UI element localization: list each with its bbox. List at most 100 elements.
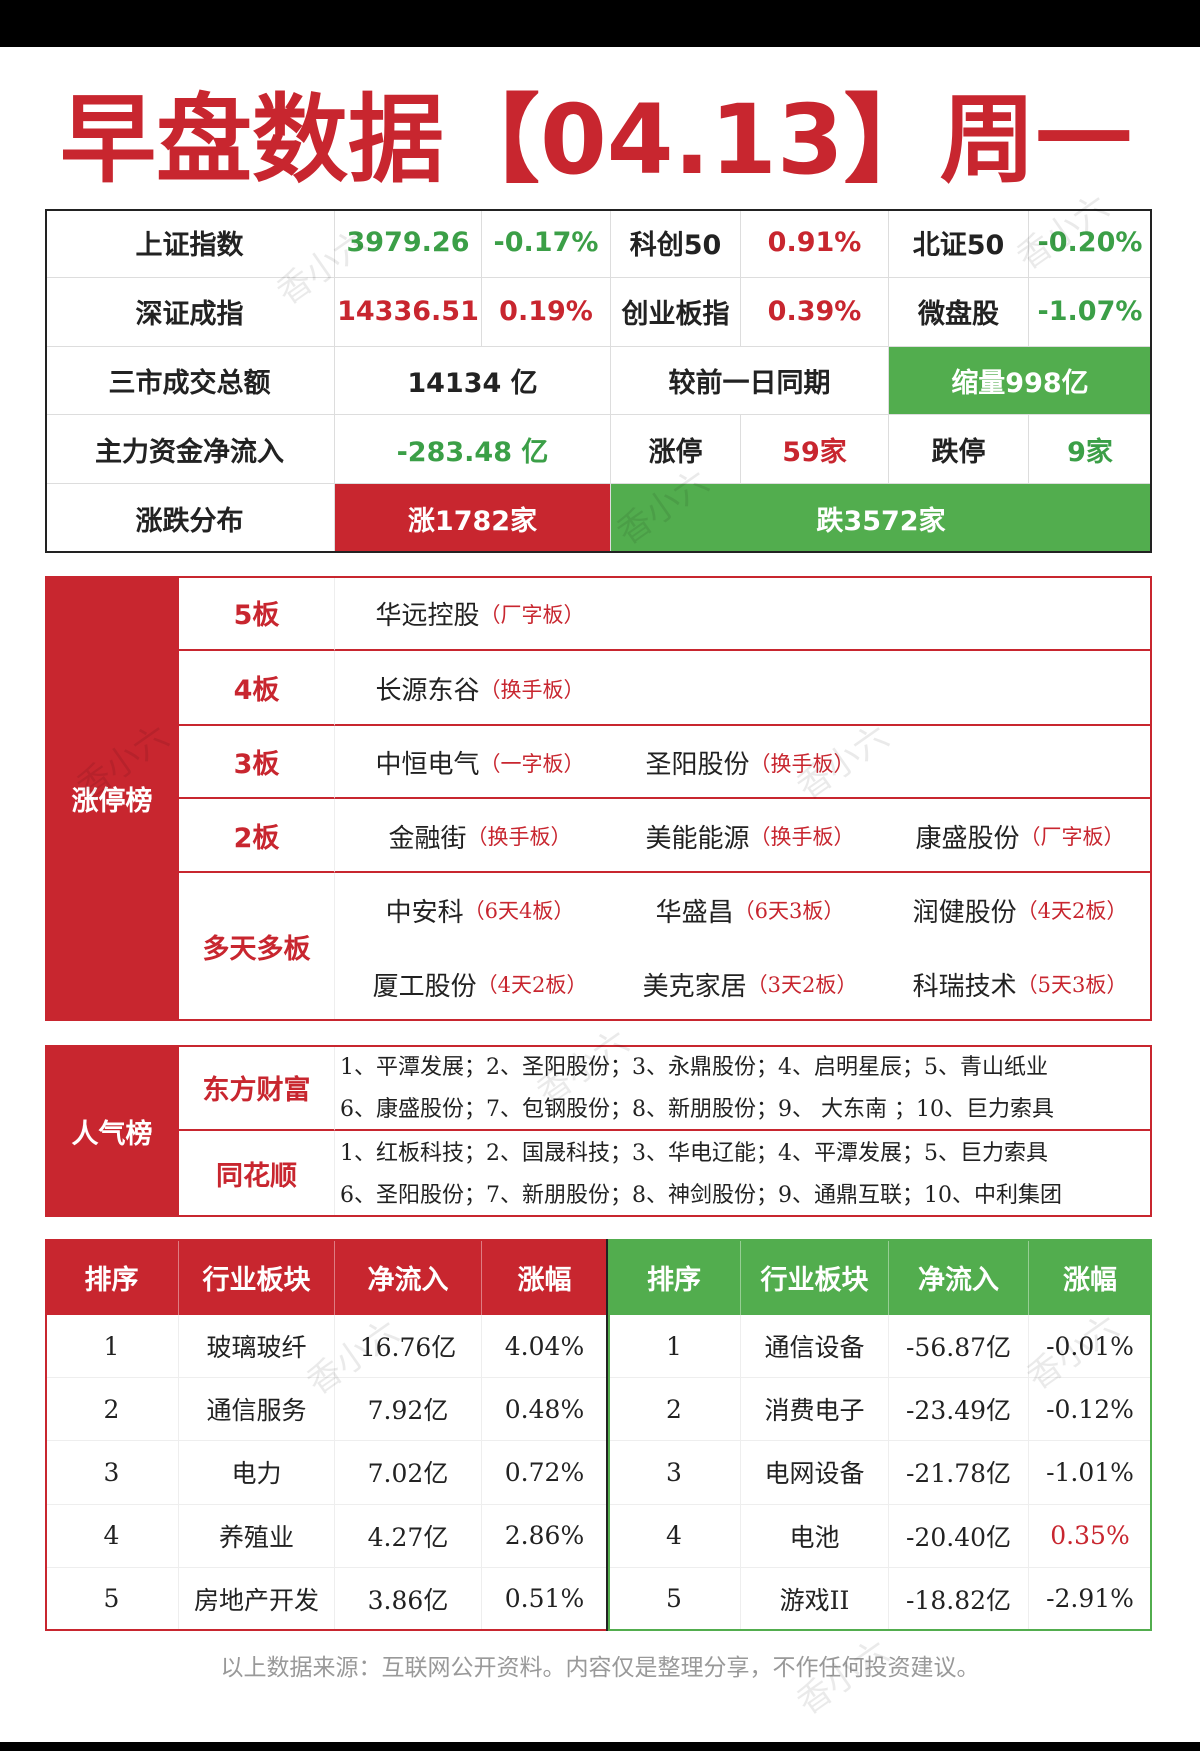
stock-name: 厦工股份 [372,971,477,1002]
market-cell: 微盘股 [889,277,1029,347]
limit-stock: 科瑞技术 （5天3板） [885,947,1155,1021]
sector-cell: 7.92亿 [335,1378,482,1442]
market-cell: 科创50 [611,209,741,278]
bottom-bar [0,1742,1200,1751]
sector-cell: 电网设备 [741,1441,889,1505]
popularity-line: 1、平潭发展；2、圣阳股份；3、永鼎股份；4、启明星辰；5、青山纸业 [340,1055,1048,1080]
stock-name: 美能能源 [645,823,750,854]
sector-cell: 16.76亿 [335,1315,482,1379]
stock-name: 康盛股份 [915,823,1020,854]
limit-up-border [45,576,1152,1021]
limit-stock: 美克家居 （3天2板） [615,947,885,1021]
market-cell: 缩量998亿 [889,346,1152,416]
limit-up-label: 涨停榜 [45,576,179,1021]
sector-header: 涨幅 [482,1239,608,1315]
sector-border [45,1239,608,1631]
sector-cell: -23.49亿 [889,1378,1029,1442]
limit-row-line [335,871,1152,873]
stock-tag: （6天3板） [733,899,845,923]
stock-tag: （换手板） [479,677,585,702]
stock-tag: （5天3板） [1016,973,1128,997]
sector-header: 行业板块 [179,1239,335,1315]
sector-cell: 4 [45,1504,179,1568]
sector-cell: 4 [608,1504,741,1568]
popularity-line: 6、康盛股份；7、包钢股份；8、新朋股份；9、 大东南 ；10、巨力索具 [340,1097,1054,1122]
stock-name: 中安科 [385,897,464,928]
popularity-label: 人气榜 [45,1045,179,1217]
market-cell: 14134 亿 [335,346,611,416]
market-cell: 0.39% [741,277,889,347]
market-cell: 3979.26 [335,209,482,278]
top-bar [0,0,1200,47]
stock-tag: （4天2板） [1016,899,1128,923]
limit-stock: 金融街 （换手板） [345,799,615,873]
limit-level: 5板 [179,576,335,651]
sector-cell: 2 [608,1378,741,1442]
limit-level: 3板 [179,726,335,799]
stock-tag: （换手板） [749,825,855,849]
sector-cell: 电力 [179,1441,335,1505]
popularity-line: 1、红板科技；2、国晟科技；3、华电辽能；4、平潭发展；5、巨力索具 [340,1141,1048,1166]
sector-divider [606,1239,608,1631]
market-cell: 59家 [741,415,889,485]
sector-cell: 3 [608,1441,741,1505]
limit-stock: 润健股份 （4天2板） [885,873,1155,947]
sector-cell: 3.86亿 [335,1567,482,1631]
sector-cell: -21.78亿 [889,1441,1029,1505]
market-cell: 较前一日同期 [611,346,889,416]
sector-header: 净流入 [335,1239,482,1315]
limit-row-line [335,649,1152,651]
stock-name: 华远控股 [375,601,480,631]
sector-cell: 养殖业 [179,1504,335,1568]
market-cell: -283.48 亿 [335,415,611,485]
popularity-source: 东方财富 [179,1045,335,1131]
market-cell: -0.17% [482,209,611,278]
market-cell: 主力资金净流入 [45,415,335,485]
market-cell: 创业板指 [611,277,741,347]
sector-cell: 消费电子 [741,1378,889,1442]
sector-cell: 1 [45,1315,179,1379]
limit-stock: 美能能源 （换手板） [615,799,885,873]
stock-tag: （厂字板） [1019,825,1125,849]
stock-name: 长源东谷 [375,676,480,706]
sector-header: 净流入 [889,1239,1029,1315]
sector-cell: 0.72% [482,1441,608,1505]
limit-level: 2板 [179,799,335,873]
market-cell: 跌停 [889,415,1029,485]
title: 早盘数据【04.13】周一 [60,84,1132,196]
limit-level: 4板 [179,651,335,726]
limit-stock: 康盛股份 （厂字板） [885,799,1155,873]
stock-name: 科瑞技术 [912,971,1017,1002]
stock-name: 华盛昌 [655,897,734,928]
sector-cell: 4.27亿 [335,1504,482,1568]
stock-name: 圣阳股份 [645,750,750,780]
sector-header: 行业板块 [741,1239,889,1315]
market-cell: 跌3572家 [611,484,1152,553]
sector-cell: 0.48% [482,1378,608,1442]
market-cell: 14336.51 [335,277,482,347]
sector-border [608,1239,1152,1631]
stock-tag: （6天4板） [463,899,575,923]
limit-row-line [335,797,1152,799]
stock-name: 润健股份 [912,897,1017,928]
sector-cell: 3 [45,1441,179,1505]
sector-cell: 通信设备 [741,1315,889,1379]
stock-tag: （换手板） [466,825,572,849]
market-cell: 涨1782家 [335,484,611,553]
sector-cell: 电池 [741,1504,889,1568]
limit-stock: 中恒电气 （一字板） [345,726,615,799]
limit-stock: 厦工股份 （4天2板） [345,947,615,1021]
stock-tag: （3天2板） [746,973,858,997]
limit-stock: 圣阳股份 （换手板） [615,726,885,799]
stock-tag: （一字板） [479,751,585,776]
limit-stock: 长源东谷 （换手板） [345,651,615,726]
sector-header: 排序 [608,1239,741,1315]
market-cell: 0.91% [741,209,889,278]
stock-name: 金融街 [388,823,467,854]
sector-header: 涨幅 [1029,1239,1152,1315]
popularity-line: 6、圣阳股份；7、新朋股份；8、神剑股份；9、通鼎互联；10、中利集团 [340,1183,1062,1208]
stock-name: 美克家居 [642,971,747,1002]
market-cell: 涨停 [611,415,741,485]
limit-stock: 华远控股 （厂字板） [345,576,615,651]
sector-cell: 2 [45,1378,179,1442]
